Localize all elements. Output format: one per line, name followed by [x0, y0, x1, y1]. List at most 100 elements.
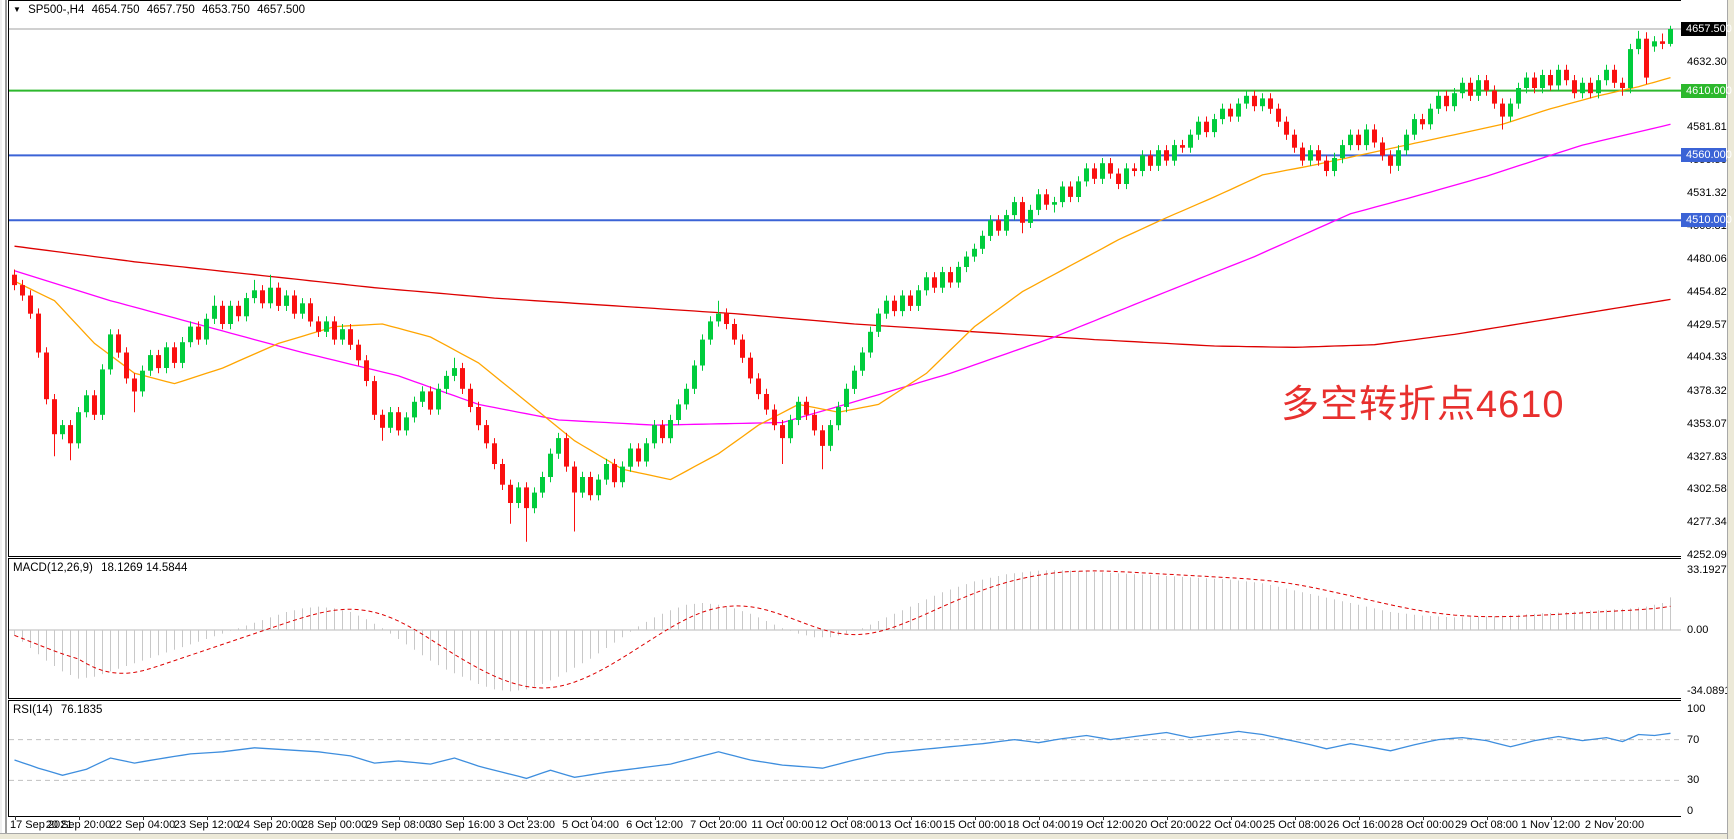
time-tick-mark	[1486, 816, 1488, 820]
chart-header: ▼ SP500-,H4 4654.750 4657.750 4653.750 4…	[13, 4, 309, 16]
date-label: 13 Oct 16:00	[879, 819, 942, 831]
ma-magenta-line	[14, 123, 1671, 426]
price-tick-label: 4632.300	[1687, 55, 1733, 68]
time-tick-mark	[1550, 816, 1552, 820]
time-tick-mark	[1166, 816, 1168, 820]
right-edge-strip	[1727, 0, 1734, 839]
date-label: 23 Sep 12:00	[173, 819, 240, 831]
date-label: 26 Oct 16:00	[1327, 819, 1390, 831]
time-tick-mark	[1038, 816, 1040, 820]
price-tick-label: 4353.075	[1687, 417, 1733, 430]
date-label: 15 Oct 00:00	[943, 819, 1006, 831]
macd-scale-label: -34.0891	[1687, 685, 1731, 698]
time-tick-mark	[910, 816, 912, 820]
time-tick-mark	[398, 816, 400, 820]
level-badge-4560: 4560.000	[1681, 148, 1732, 163]
ma-red-line	[14, 245, 1671, 348]
price-tick-label: 4454.820	[1687, 285, 1733, 298]
time-axis[interactable]: 17 Sep 2021 20 Sep 20:00 22 Sep 04:00 23 Se…	[8, 816, 1682, 833]
date-label: 7 Oct 20:00	[690, 819, 747, 831]
time-tick-mark	[1102, 816, 1104, 820]
time-tick-mark	[462, 816, 464, 820]
date-label: 11 Oct 00:00	[751, 819, 814, 831]
date-label: 22 Sep 04:00	[109, 819, 176, 831]
time-tick-mark	[590, 816, 592, 820]
status-strip	[0, 833, 1734, 839]
left-splitter[interactable]	[0, 0, 8, 839]
ohlc-close: 4657.500	[257, 4, 306, 16]
time-tick-mark	[654, 816, 656, 820]
current-price-badge: 4657.500	[1681, 22, 1732, 36]
price-tick-label: 4252.095	[1687, 548, 1733, 561]
date-label: 3 Oct 23:00	[498, 819, 555, 831]
price-chart-canvas	[9, 25, 1681, 542]
time-tick-mark	[718, 816, 720, 820]
ma-orange-line	[14, 76, 1671, 481]
price-tick-label: 4429.575	[1687, 318, 1733, 331]
date-label: 30 Sep 16:00	[429, 819, 496, 831]
rsi-scale-label: 70	[1687, 733, 1700, 746]
level-badge-4610: 4610.000	[1681, 83, 1732, 98]
time-tick-mark	[270, 816, 272, 820]
time-tick-mark	[14, 816, 16, 820]
date-label: 29 Sep 08:00	[365, 819, 432, 831]
date-label: 1 Nov 12:00	[1520, 819, 1581, 831]
annotation-text: 多空转折点4610	[1281, 384, 1565, 426]
price-tick-label: 4302.585	[1687, 483, 1733, 496]
time-tick-mark	[846, 816, 848, 820]
ohlc-open: 4654.750	[91, 4, 140, 16]
price-chart-panel[interactable]: ▼ SP500-,H4 4654.750 4657.750 4653.750 4…	[8, 0, 1682, 557]
date-label: 22 Oct 04:00	[1199, 819, 1262, 831]
price-tick-label: 4404.330	[1687, 351, 1733, 364]
time-tick-mark	[1422, 816, 1424, 820]
date-label: 20 Sep 20:00	[45, 819, 112, 831]
macd-label-row: MACD(12,26,9) 18.1269 14.5844	[13, 562, 192, 574]
price-tick-label: 4480.065	[1687, 253, 1733, 266]
price-tick-label: 4327.830	[1687, 450, 1733, 463]
candles	[12, 25, 1673, 542]
date-label: 24 Sep 20:00	[237, 819, 304, 831]
rsi-scale-label: 100	[1687, 703, 1706, 715]
ohlc-high: 4657.750	[146, 4, 195, 16]
ohlc-low: 4653.750	[201, 4, 250, 16]
price-axis[interactable]: 4657.500 4610.000 4560.000 4510.000 4632…	[1681, 0, 1733, 833]
time-tick-mark	[206, 816, 208, 820]
time-tick-mark	[142, 816, 144, 820]
rsi-value: 76.1835	[60, 704, 103, 716]
macd-canvas	[9, 570, 1681, 692]
rsi-canvas	[9, 730, 1681, 781]
rsi-scale-label: 30	[1687, 774, 1700, 787]
price-tick-label: 4531.320	[1687, 186, 1733, 199]
rsi-scale-label: 0	[1687, 805, 1694, 817]
horizontal-level-lines	[9, 89, 1681, 222]
macd-histogram	[14, 570, 1671, 692]
date-label: 25 Oct 08:00	[1263, 819, 1326, 831]
date-label: 18 Oct 04:00	[1007, 819, 1070, 831]
symbol-dropdown-icon[interactable]: ▼	[13, 5, 21, 14]
macd-signal-line	[14, 570, 1671, 689]
macd-values: 18.1269 14.5844	[101, 562, 188, 574]
rsi-label-row: RSI(14) 76.1835	[13, 704, 107, 716]
time-tick-mark	[334, 816, 336, 820]
level-badge-4510: 4510.000	[1681, 213, 1732, 228]
macd-panel[interactable]: MACD(12,26,9) 18.1269 14.5844	[8, 558, 1682, 699]
date-label: 28 Oct 00:00	[1391, 819, 1454, 831]
date-label: 2 Nov 20:00	[1584, 819, 1645, 831]
price-tick-label: 4277.340	[1687, 516, 1733, 528]
time-tick-mark	[1358, 816, 1360, 820]
time-tick-mark	[526, 816, 528, 820]
date-label: 5 Oct 04:00	[562, 819, 619, 831]
date-label: 28 Sep 00:00	[301, 819, 368, 831]
time-tick-mark	[782, 816, 784, 820]
macd-scale-label: 0.00	[1687, 624, 1709, 636]
rsi-panel[interactable]: RSI(14) 76.1835	[8, 700, 1682, 817]
time-tick-mark	[1230, 816, 1232, 820]
date-label: 20 Oct 20:00	[1135, 819, 1198, 831]
price-tick-label: 4581.810	[1687, 121, 1733, 134]
time-tick-mark	[1614, 816, 1616, 820]
rsi-line	[14, 730, 1671, 780]
time-tick-mark	[1294, 816, 1296, 820]
date-label: 19 Oct 12:00	[1071, 819, 1134, 831]
date-label: 29 Oct 08:00	[1455, 819, 1518, 831]
